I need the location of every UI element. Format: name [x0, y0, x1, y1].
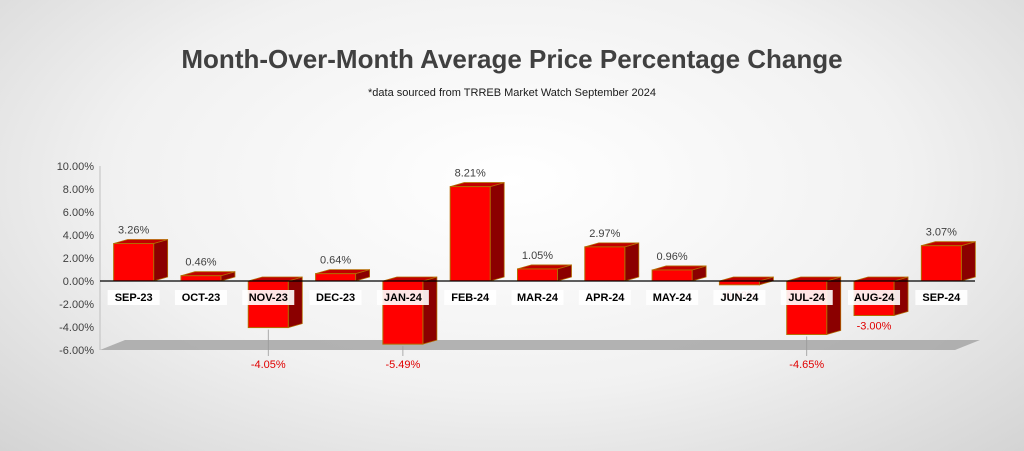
bar	[113, 243, 155, 282]
y-tick-label: 8.00%	[63, 184, 94, 196]
chart-title: Month-Over-Month Average Price Percentag…	[181, 44, 843, 74]
y-tick-label: -6.00%	[59, 345, 94, 357]
bar	[180, 275, 222, 282]
x-tick-label-bg	[376, 290, 429, 305]
data-label: -4.65%	[789, 359, 824, 371]
x-tick-label: AUG-24	[854, 292, 895, 304]
data-label: 8.21%	[455, 168, 486, 180]
data-label: -5.49%	[385, 359, 420, 371]
x-tick-label: JAN-24	[384, 292, 423, 304]
bar-side	[960, 241, 976, 282]
bar-side	[153, 238, 169, 282]
x-tick-label: JUL-24	[788, 292, 826, 304]
bar-side	[422, 276, 438, 345]
data-label: 0.64%	[320, 255, 351, 267]
x-tick-label-bg	[242, 290, 295, 305]
data-label: 1.05%	[522, 250, 553, 262]
y-tick-label: 0.00%	[63, 276, 94, 288]
y-tick-label: 6.00%	[63, 207, 94, 219]
bar	[449, 186, 491, 282]
x-tick-label: SEP-23	[115, 292, 153, 304]
x-tick-label-bg	[174, 290, 227, 305]
x-tick-label-bg	[713, 290, 766, 305]
bar-side	[489, 182, 505, 282]
x-tick-label-bg	[511, 290, 564, 305]
x-tick-label-bg	[444, 290, 497, 305]
data-label: 0.46%	[185, 257, 216, 269]
y-tick-label: 10.00%	[57, 161, 95, 173]
data-label: 3.07%	[926, 227, 957, 239]
x-tick-label: FEB-24	[451, 292, 490, 304]
x-tick-label: MAY-24	[653, 292, 693, 304]
data-label: 2.97%	[589, 228, 620, 240]
chart-subtitle: *data sourced from TRREB Market Watch Se…	[368, 87, 656, 99]
data-label: -4.05%	[251, 359, 286, 371]
bar-side	[826, 276, 842, 336]
x-tick-label-bg	[848, 290, 901, 305]
y-tick-label: 4.00%	[63, 230, 94, 242]
bar	[651, 269, 693, 282]
x-tick-label: NOV-23	[249, 292, 288, 304]
bar	[920, 245, 962, 282]
chart-floor	[100, 340, 980, 350]
bar-side	[624, 242, 640, 282]
x-tick-label-bg	[915, 290, 968, 305]
x-tick-label-bg	[309, 290, 362, 305]
data-label: -3.00%	[857, 321, 892, 333]
bar	[315, 273, 357, 282]
y-tick-label: 2.00%	[63, 253, 94, 265]
bar	[517, 268, 558, 282]
data-label: 3.26%	[118, 225, 149, 237]
x-tick-label-bg	[107, 290, 160, 305]
x-tick-label: JUN-24	[720, 292, 759, 304]
x-tick-label: OCT-23	[182, 292, 221, 304]
y-tick-label: -4.00%	[59, 322, 94, 334]
x-tick-label-bg	[578, 290, 631, 305]
bar	[584, 246, 626, 282]
y-tick-label: -2.00%	[59, 299, 94, 311]
bar	[786, 280, 828, 335]
x-tick-label: DEC-23	[316, 292, 355, 304]
x-tick-label-bg	[780, 290, 833, 305]
x-tick-label: MAR-24	[517, 292, 559, 304]
x-tick-label: SEP-24	[922, 292, 961, 304]
x-tick-label-bg	[646, 290, 699, 305]
x-tick-label: APR-24	[585, 292, 625, 304]
data-label: 0.96%	[657, 251, 688, 263]
